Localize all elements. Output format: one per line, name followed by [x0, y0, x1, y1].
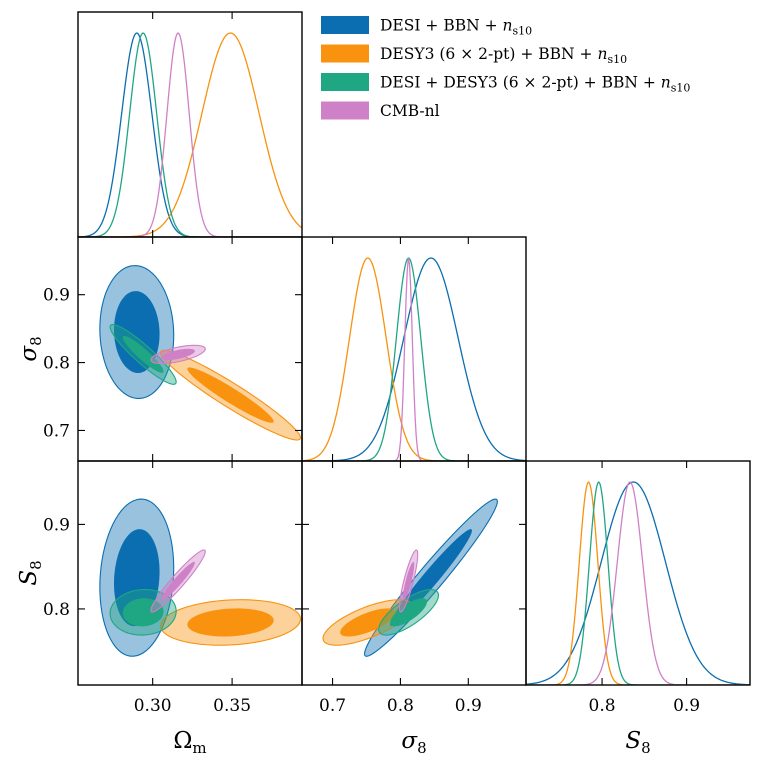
density-curve-series-1 — [302, 257, 526, 461]
legend-item-3: CMB-nl — [321, 101, 440, 120]
legend-swatch — [321, 44, 369, 63]
y-tick-label: 0.9 — [43, 286, 70, 306]
y-tick-label: 0.8 — [43, 354, 70, 374]
legend-label: DESI + BBN + ns10 — [380, 17, 532, 38]
legend: DESI + BBN + ns10 DESY3 (6 × 2-pt) + BBN … — [321, 16, 690, 120]
x-tick-label: 0.8 — [589, 696, 616, 716]
contour-68-series-2 — [390, 598, 428, 627]
density-curve-series-1 — [526, 481, 750, 685]
legend-swatch — [321, 16, 369, 34]
panel-frame-S8-S8 — [525, 460, 751, 686]
contour-68-series-3 — [402, 561, 415, 601]
density-curve-series-3 — [302, 258, 526, 461]
panel-frame-sigma8-sigma8 — [301, 236, 527, 462]
marginal-S8 — [526, 480, 750, 685]
panel-frames — [77, 11, 751, 686]
y-tick-label: 0.9 — [43, 515, 70, 535]
legend-item-1: DESY3 (6 × 2-pt) + BBN + ns10 — [321, 44, 627, 66]
contour-68-series-2 — [122, 598, 164, 627]
legend-swatch — [321, 101, 369, 120]
panel-Om-sigma8 — [99, 265, 302, 441]
x-tick-label: 0.7 — [319, 696, 346, 716]
density-curve-series-1 — [78, 32, 302, 237]
density-curve-series-0 — [302, 257, 526, 461]
panel-sigma8-S8 — [322, 498, 498, 657]
marginal-sigma8 — [302, 257, 526, 461]
x-tick-label: 0.35 — [213, 696, 251, 716]
density-curve-series-2 — [302, 257, 526, 461]
density-curve-series-0 — [78, 32, 302, 237]
x-tick-label: 0.30 — [134, 696, 172, 716]
density-curve-series-2 — [78, 32, 302, 237]
y-axis-label-S8: S8 — [16, 560, 45, 585]
density-curve-series-3 — [78, 32, 302, 237]
contour-fills — [99, 265, 498, 657]
contour-68-series-1 — [187, 367, 274, 423]
legend-item-2: DESI + DESY3 (6 × 2-pt) + BBN + ns10 — [321, 73, 690, 95]
panel-Om-S8 — [99, 498, 302, 657]
x-tick-label: 0.9 — [673, 696, 700, 716]
legend-label: DESY3 (6 × 2-pt) + BBN + ns10 — [380, 45, 627, 66]
y-tick-label: 0.7 — [43, 421, 70, 441]
axis-ticks — [78, 12, 688, 685]
legend-swatch — [321, 73, 369, 91]
density-curve-series-3 — [526, 481, 750, 685]
contour-68-series-3 — [161, 348, 195, 361]
x-axis-label-Om: Ωm — [173, 728, 206, 757]
contour-68-series-3 — [161, 561, 195, 601]
x-tick-label: 0.9 — [455, 696, 482, 716]
contour-68-series-1 — [340, 608, 396, 637]
marginal-Om — [78, 32, 302, 237]
y-tick-label: 0.8 — [43, 600, 70, 620]
density-curve-series-0 — [526, 481, 750, 685]
contour-68-series-1 — [187, 608, 274, 637]
legend-label: CMB-nl — [380, 102, 440, 120]
x-tick-label: 0.8 — [387, 696, 414, 716]
x-axis-label-sigma8: σ8 — [401, 728, 426, 757]
legend-item-0: DESI + BBN + ns10 — [321, 16, 532, 38]
contour-68-series-2 — [122, 336, 164, 373]
density-curve-series-2 — [526, 480, 750, 685]
legend-label: DESI + DESY3 (6 × 2-pt) + BBN + ns10 — [380, 74, 690, 95]
x-axis-label-S8: S8 — [625, 728, 650, 757]
y-axis-label-sigma8: σ8 — [16, 336, 45, 361]
